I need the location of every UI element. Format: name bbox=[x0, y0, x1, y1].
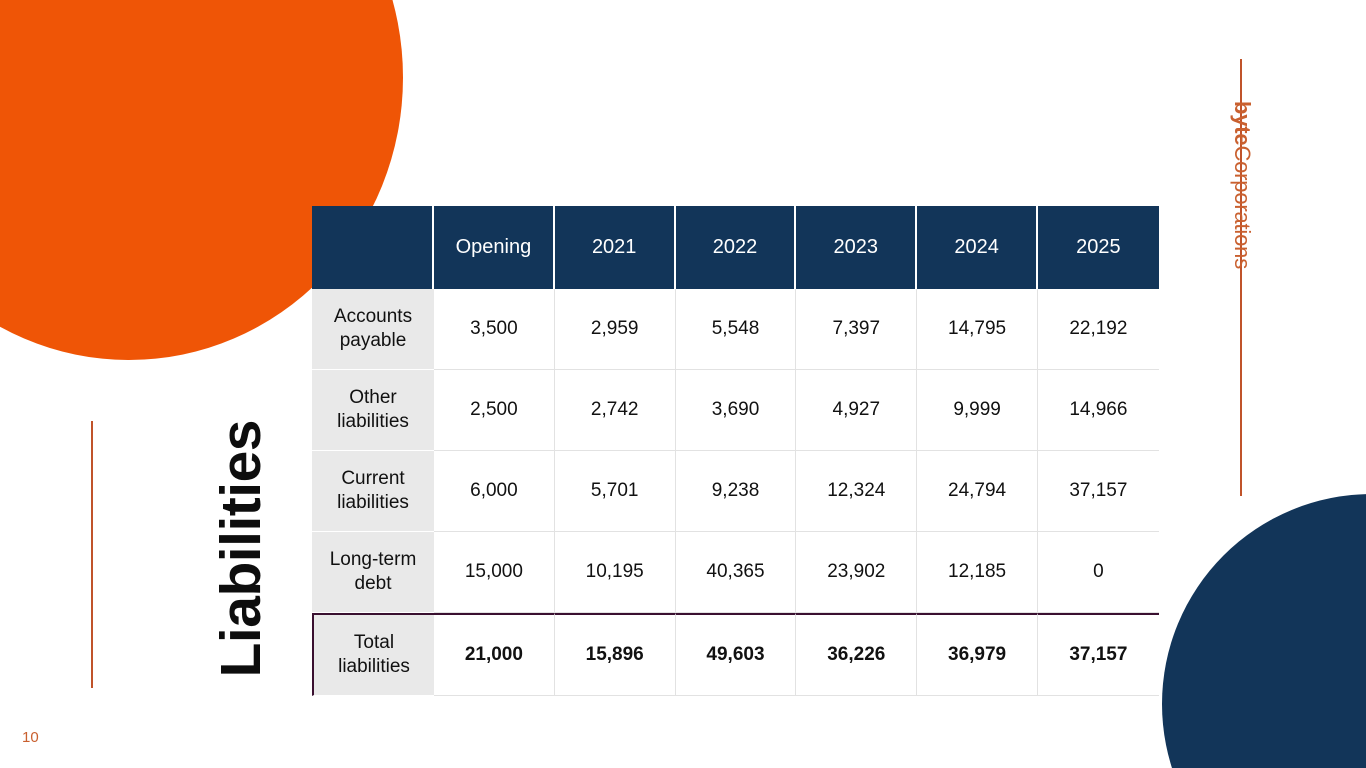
cell: 2,500 bbox=[434, 370, 555, 451]
cell: 14,795 bbox=[917, 289, 1038, 370]
total-cell: 49,603 bbox=[675, 613, 797, 696]
cell: 40,365 bbox=[675, 532, 797, 613]
column-header-2021: 2021 bbox=[554, 206, 676, 289]
table-row: Long-term debt 15,000 10,195 40,365 23,9… bbox=[312, 532, 1159, 613]
table-total-row: Total liabilities 21,000 15,896 49,603 3… bbox=[312, 613, 1159, 696]
column-header-2022: 2022 bbox=[675, 206, 797, 289]
page-number: 10 bbox=[22, 729, 39, 746]
cell: 24,794 bbox=[917, 451, 1038, 532]
cell: 4,927 bbox=[796, 370, 918, 451]
column-header-2025: 2025 bbox=[1037, 206, 1159, 289]
cell: 23,902 bbox=[796, 532, 918, 613]
cell: 37,157 bbox=[1037, 451, 1159, 532]
total-cell: 37,157 bbox=[1037, 613, 1159, 696]
cell: 12,185 bbox=[917, 532, 1038, 613]
table-body: Accounts payable 3,500 2,959 5,548 7,397… bbox=[312, 289, 1159, 696]
total-cell: 36,226 bbox=[796, 613, 918, 696]
table-header-row: Opening 2021 2022 2023 2024 2025 bbox=[312, 206, 1159, 289]
brand-logo: byteCorporations bbox=[1230, 101, 1255, 269]
table-row: Current liabilities 6,000 5,701 9,238 12… bbox=[312, 451, 1159, 532]
total-cell: 15,896 bbox=[554, 613, 676, 696]
navy-circle-decoration bbox=[1162, 494, 1366, 768]
page-title: Liabilities bbox=[208, 420, 273, 678]
cell: 7,397 bbox=[796, 289, 918, 370]
cell: 12,324 bbox=[796, 451, 918, 532]
cell: 15,000 bbox=[434, 532, 555, 613]
cell: 2,959 bbox=[554, 289, 676, 370]
total-cell: 36,979 bbox=[917, 613, 1038, 696]
cell: 5,548 bbox=[675, 289, 797, 370]
liabilities-table-container: Opening 2021 2022 2023 2024 2025 Account… bbox=[312, 206, 1159, 696]
right-accent-rule bbox=[1240, 59, 1242, 496]
table-row: Other liabilities 2,500 2,742 3,690 4,92… bbox=[312, 370, 1159, 451]
row-label-total-liabilities: Total liabilities bbox=[312, 613, 434, 696]
row-label-current-liabilities: Current liabilities bbox=[312, 451, 434, 532]
cell: 9,999 bbox=[917, 370, 1038, 451]
column-header-2023: 2023 bbox=[796, 206, 918, 289]
liabilities-table: Opening 2021 2022 2023 2024 2025 Account… bbox=[312, 206, 1159, 696]
row-label-long-term-debt: Long-term debt bbox=[312, 532, 434, 613]
cell: 5,701 bbox=[554, 451, 676, 532]
brand-logo-regular: Corporations bbox=[1230, 145, 1255, 269]
cell: 2,742 bbox=[554, 370, 676, 451]
brand-logo-container: byteCorporations bbox=[1132, 49, 1352, 269]
left-accent-rule bbox=[91, 421, 93, 688]
cell: 3,500 bbox=[434, 289, 555, 370]
cell: 22,192 bbox=[1037, 289, 1159, 370]
cell: 3,690 bbox=[675, 370, 797, 451]
column-header-opening: Opening bbox=[434, 206, 555, 289]
cell: 6,000 bbox=[434, 451, 555, 532]
column-header-2024: 2024 bbox=[917, 206, 1038, 289]
cell: 9,238 bbox=[675, 451, 797, 532]
cell: 10,195 bbox=[554, 532, 676, 613]
table-corner-cell bbox=[312, 206, 434, 289]
cell: 0 bbox=[1037, 532, 1159, 613]
cell: 14,966 bbox=[1037, 370, 1159, 451]
table-row: Accounts payable 3,500 2,959 5,548 7,397… bbox=[312, 289, 1159, 370]
row-label-accounts-payable: Accounts payable bbox=[312, 289, 434, 370]
row-label-other-liabilities: Other liabilities bbox=[312, 370, 434, 451]
brand-logo-bold: byte bbox=[1230, 101, 1255, 146]
total-cell: 21,000 bbox=[434, 613, 555, 696]
table-header: Opening 2021 2022 2023 2024 2025 bbox=[312, 206, 1159, 289]
